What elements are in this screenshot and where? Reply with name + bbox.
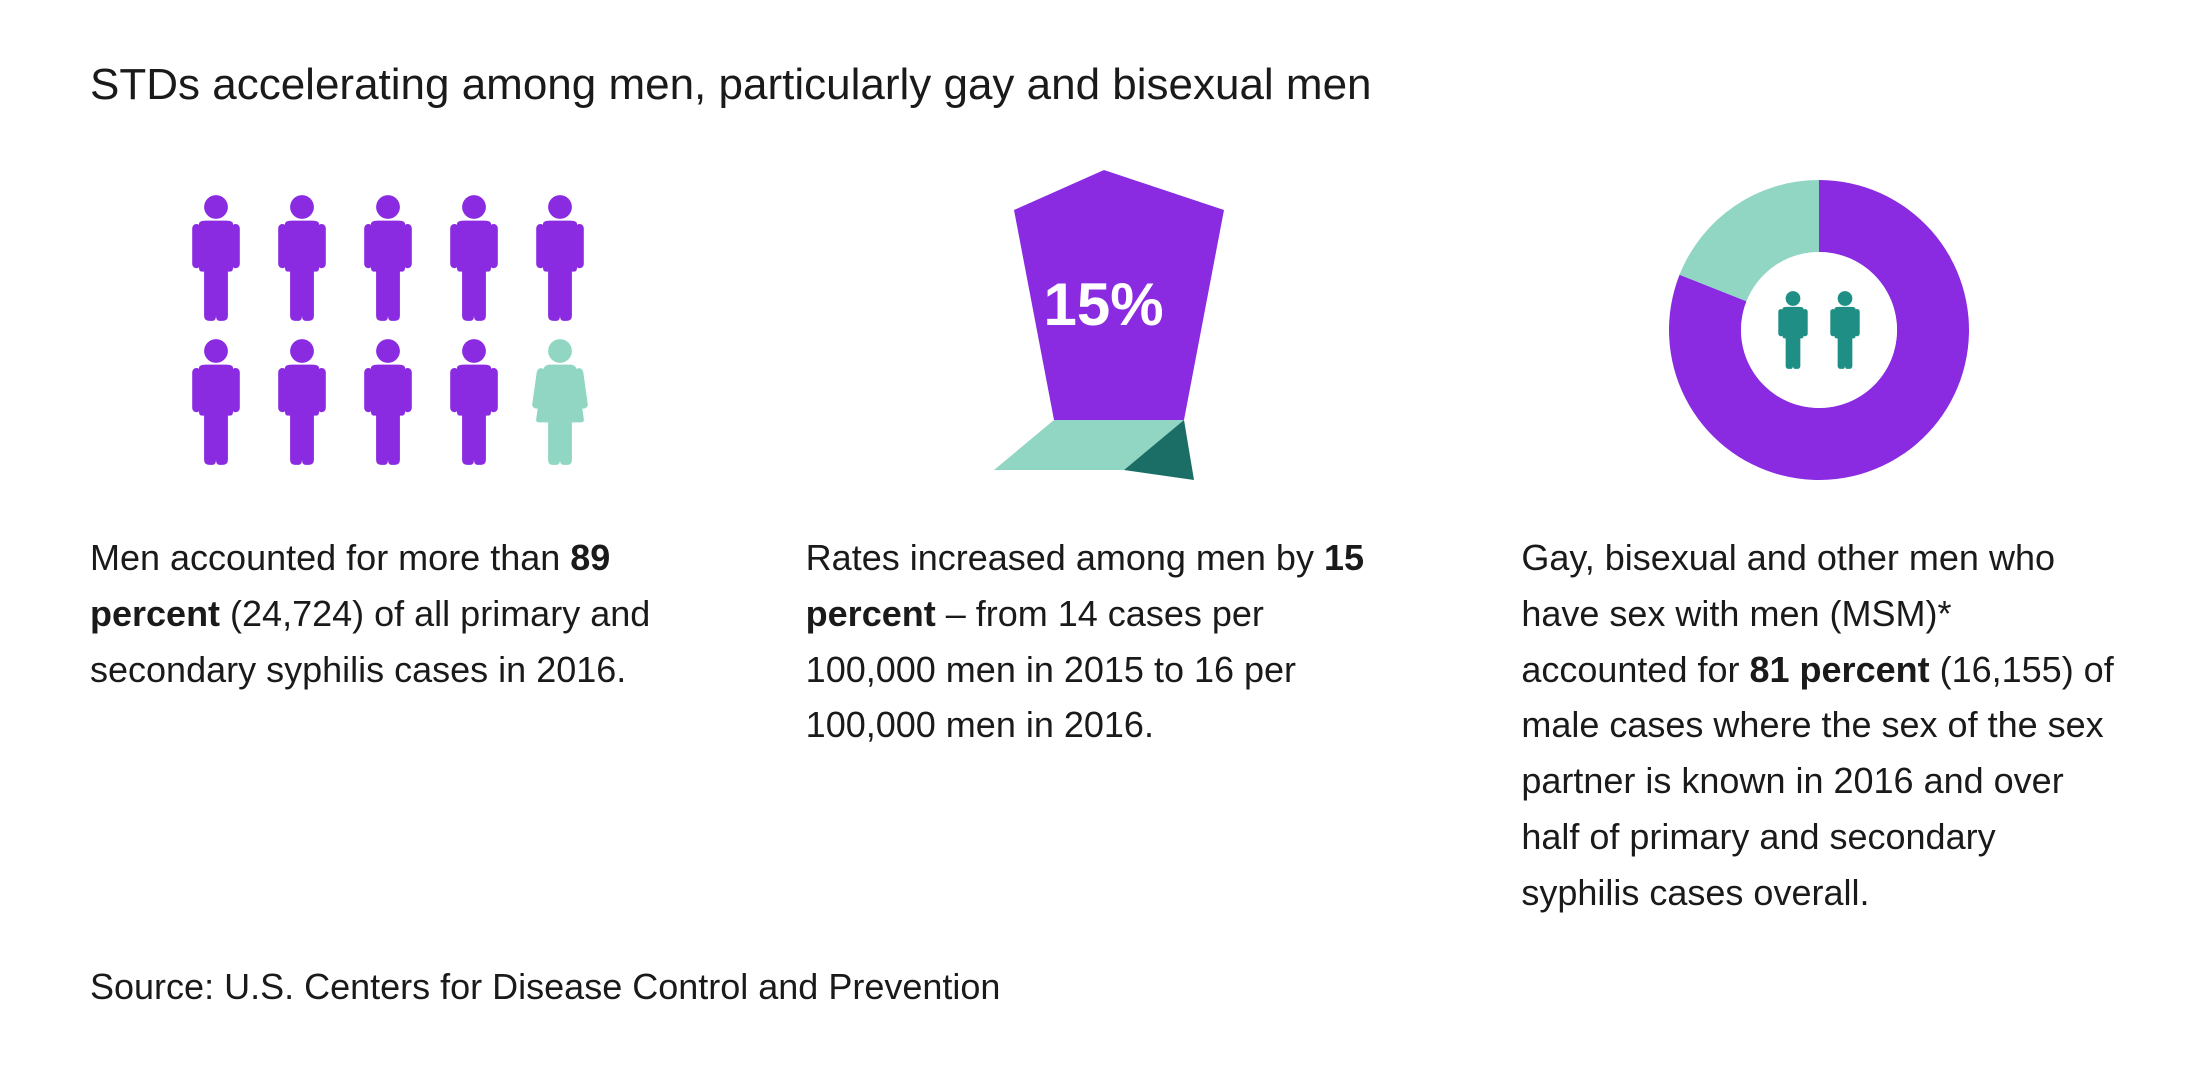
panel1-pre: Men accounted for more than [90, 537, 570, 578]
donut-graphic [1521, 170, 2117, 490]
person-male-icon [526, 193, 594, 323]
panel3-text: Gay, bisexual and other men who have sex… [1521, 530, 2117, 921]
person-male-icon [1824, 283, 1866, 378]
people-row-2 [182, 337, 594, 467]
panel2-text: Rates increased among men by 15 percent … [806, 530, 1402, 753]
panel2-pre: Rates increased among men by [806, 537, 1324, 578]
donut-chart [1659, 170, 1979, 490]
person-male-icon [268, 193, 336, 323]
panel-arrow: 15% Rates increased among men by 15 perc… [806, 170, 1402, 753]
person-male-icon [268, 337, 336, 467]
person-male-icon [1772, 283, 1814, 378]
person-male-icon [182, 337, 250, 467]
person-male-icon [440, 193, 508, 323]
source-line: Source: U.S. Centers for Disease Control… [90, 966, 1000, 1008]
person-male-icon [182, 193, 250, 323]
person-male-icon [440, 337, 508, 467]
panel3-bold: 81 percent [1750, 649, 1930, 690]
people-graphic [90, 170, 686, 490]
arrow-pct-label: 15% [934, 270, 1274, 339]
panel1-text: Men accounted for more than 89 percent (… [90, 530, 686, 697]
person-female-icon [526, 337, 594, 467]
arrow-badge: 15% [934, 170, 1274, 490]
panel-donut: Gay, bisexual and other men who have sex… [1521, 170, 2117, 921]
donut-center-icons [1772, 283, 1866, 378]
panel-people: Men accounted for more than 89 percent (… [90, 170, 686, 697]
people-row-1 [182, 193, 594, 323]
columns: Men accounted for more than 89 percent (… [90, 170, 2117, 921]
person-male-icon [354, 193, 422, 323]
people-grid [182, 193, 594, 467]
arrow-graphic: 15% [806, 170, 1402, 490]
infographic-page: STDs accelerating among men, particularl… [0, 0, 2207, 1088]
page-title: STDs accelerating among men, particularl… [90, 60, 2117, 110]
person-male-icon [354, 337, 422, 467]
